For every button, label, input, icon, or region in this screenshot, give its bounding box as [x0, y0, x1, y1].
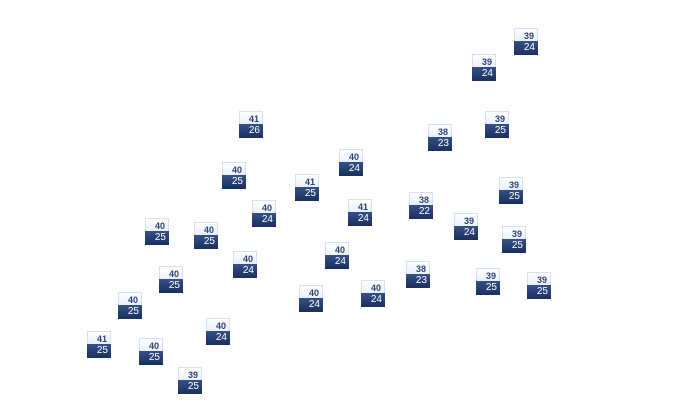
marker-top-value: 38	[409, 192, 433, 205]
map-label-marker[interactable]: 39 24	[454, 213, 478, 240]
map-label-marker[interactable]: 40 24	[325, 242, 349, 269]
map-label-marker[interactable]: 41 25	[87, 331, 111, 358]
marker-top-value: 40	[339, 149, 363, 162]
marker-top-value: 39	[499, 177, 523, 190]
marker-top-value: 40	[325, 242, 349, 255]
marker-top-value: 39	[514, 28, 538, 41]
marker-bottom-value: 24	[454, 226, 478, 240]
map-label-marker[interactable]: 40 24	[252, 200, 276, 227]
marker-top-value: 41	[295, 174, 319, 187]
marker-top-value: 41	[87, 331, 111, 344]
marker-top-value: 40	[145, 218, 169, 231]
marker-bottom-value: 24	[472, 67, 496, 81]
map-label-marker[interactable]: 38 23	[428, 124, 452, 151]
marker-top-value: 38	[428, 124, 452, 137]
marker-top-value: 40	[361, 280, 385, 293]
map-label-marker[interactable]: 41 24	[348, 199, 372, 226]
marker-bottom-value: 25	[499, 190, 523, 204]
map-label-marker[interactable]: 40 24	[361, 280, 385, 307]
marker-bottom-value: 25	[476, 281, 500, 295]
marker-top-value: 41	[348, 199, 372, 212]
marker-bottom-value: 24	[339, 162, 363, 176]
marker-bottom-value: 25	[222, 175, 246, 189]
marker-bottom-value: 22	[409, 205, 433, 219]
marker-top-value: 39	[454, 213, 478, 226]
marker-top-value: 40	[233, 251, 257, 264]
map-label-marker[interactable]: 40 24	[206, 318, 230, 345]
map-label-marker[interactable]: 41 26	[239, 111, 263, 138]
marker-top-value: 40	[222, 162, 246, 175]
map-label-marker[interactable]: 39 25	[485, 111, 509, 138]
marker-top-value: 40	[194, 222, 218, 235]
map-label-marker[interactable]: 39 25	[476, 268, 500, 295]
marker-bottom-value: 25	[194, 235, 218, 249]
marker-bottom-value: 25	[502, 239, 526, 253]
marker-top-value: 39	[502, 226, 526, 239]
map-label-marker[interactable]: 38 23	[406, 261, 430, 288]
marker-top-value: 39	[527, 272, 551, 285]
map-label-marker[interactable]: 40 25	[222, 162, 246, 189]
marker-bottom-value: 24	[233, 264, 257, 278]
marker-bottom-value: 26	[239, 124, 263, 138]
map-label-marker[interactable]: 39 25	[178, 367, 202, 394]
map-label-marker[interactable]: 40 24	[339, 149, 363, 176]
marker-top-value: 39	[178, 367, 202, 380]
marker-bottom-value: 25	[295, 187, 319, 201]
map-label-marker[interactable]: 39 25	[502, 226, 526, 253]
map-label-marker[interactable]: 40 25	[159, 266, 183, 293]
marker-top-value: 40	[159, 266, 183, 279]
marker-top-value: 39	[485, 111, 509, 124]
map-label-marker[interactable]: 40 25	[145, 218, 169, 245]
marker-top-value: 40	[299, 285, 323, 298]
marker-top-value: 40	[118, 292, 142, 305]
marker-bottom-value: 24	[252, 213, 276, 227]
marker-bottom-value: 25	[159, 279, 183, 293]
marker-bottom-value: 25	[485, 124, 509, 138]
marker-bottom-value: 24	[299, 298, 323, 312]
map-label-marker[interactable]: 40 25	[139, 338, 163, 365]
map-label-marker[interactable]: 38 22	[409, 192, 433, 219]
map-label-marker[interactable]: 41 25	[295, 174, 319, 201]
map-label-marker[interactable]: 40 24	[299, 285, 323, 312]
marker-bottom-value: 25	[145, 231, 169, 245]
map-label-marker[interactable]: 39 25	[527, 272, 551, 299]
map-label-marker[interactable]: 39 25	[499, 177, 523, 204]
marker-top-value: 38	[406, 261, 430, 274]
map-label-marker[interactable]: 40 25	[194, 222, 218, 249]
marker-bottom-value: 25	[527, 285, 551, 299]
marker-bottom-value: 25	[178, 380, 202, 394]
marker-top-value: 39	[476, 268, 500, 281]
marker-bottom-value: 25	[118, 305, 142, 319]
marker-top-value: 41	[239, 111, 263, 124]
marker-bottom-value: 23	[428, 137, 452, 151]
map-label-marker[interactable]: 39 24	[514, 28, 538, 55]
marker-top-value: 40	[252, 200, 276, 213]
marker-top-value: 40	[139, 338, 163, 351]
marker-bottom-value: 24	[514, 41, 538, 55]
map-label-marker[interactable]: 40 25	[118, 292, 142, 319]
marker-bottom-value: 24	[325, 255, 349, 269]
map-label-marker[interactable]: 40 24	[233, 251, 257, 278]
marker-bottom-value: 23	[406, 274, 430, 288]
marker-bottom-value: 25	[87, 344, 111, 358]
marker-bottom-value: 24	[206, 331, 230, 345]
marker-bottom-value: 24	[361, 293, 385, 307]
marker-bottom-value: 24	[348, 212, 372, 226]
map-label-marker[interactable]: 39 24	[472, 54, 496, 81]
marker-top-value: 40	[206, 318, 230, 331]
marker-top-value: 39	[472, 54, 496, 67]
marker-bottom-value: 25	[139, 351, 163, 365]
